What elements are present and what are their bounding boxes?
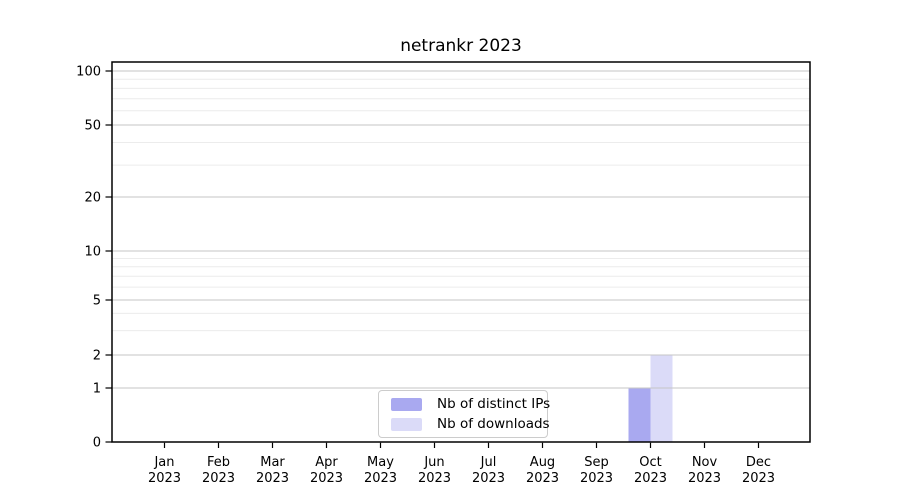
x-tick-label-year: 2023 — [580, 471, 613, 486]
x-tick-label-month: May — [367, 455, 394, 470]
x-tick-label-month: Oct — [639, 455, 661, 470]
bar-downloads-oct — [650, 355, 673, 442]
chart-legend: Nb of distinct IPs Nb of downloads — [378, 390, 550, 438]
legend-label-downloads: Nb of downloads — [437, 416, 550, 432]
y-tick-label: 20 — [84, 191, 101, 206]
y-tick-label: 0 — [93, 436, 101, 451]
y-tick-label: 50 — [84, 119, 101, 134]
x-tick-label-month: Jan — [153, 455, 174, 470]
x-tick-label-year: 2023 — [634, 471, 667, 486]
y-tick-label: 10 — [84, 245, 101, 260]
x-tick-label-year: 2023 — [472, 471, 505, 486]
bar-distinct-ips-oct — [628, 388, 651, 442]
legend-swatch-distinct-ips-icon — [391, 397, 422, 411]
x-tick-label-month: Dec — [746, 455, 771, 470]
legend-item-distinct-ips: Nb of distinct IPs — [391, 396, 550, 412]
x-tick-label-year: 2023 — [256, 471, 289, 486]
x-tick-label-month: Mar — [260, 455, 285, 470]
x-tick-label-year: 2023 — [526, 471, 559, 486]
y-tick-label: 5 — [93, 294, 101, 309]
plot-area — [112, 62, 810, 442]
x-tick-label-month: Jun — [423, 455, 444, 470]
legend-item-downloads: Nb of downloads — [391, 416, 550, 432]
x-tick-label-year: 2023 — [688, 471, 721, 486]
x-tick-label-year: 2023 — [364, 471, 397, 486]
x-tick-label-year: 2023 — [202, 471, 235, 486]
x-tick-label-month: Jul — [480, 455, 497, 470]
x-tick-label-month: Feb — [207, 455, 230, 470]
x-tick-label-year: 2023 — [418, 471, 451, 486]
x-tick-label-month: Apr — [315, 455, 338, 470]
x-tick-label-month: Aug — [530, 455, 555, 470]
x-tick-label-year: 2023 — [742, 471, 775, 486]
y-tick-label: 2 — [93, 349, 101, 364]
chart-title: netrankr 2023 — [400, 36, 522, 56]
legend-label-distinct-ips: Nb of distinct IPs — [437, 396, 551, 412]
x-tick-label-month: Nov — [692, 455, 718, 470]
plot-border — [111, 61, 811, 443]
x-tick-label-year: 2023 — [148, 471, 181, 486]
y-tick-label: 1 — [93, 382, 101, 397]
x-tick-label-month: Sep — [584, 455, 609, 470]
legend-swatch-downloads-icon — [391, 417, 422, 431]
x-tick-label-year: 2023 — [310, 471, 343, 486]
y-tick-label: 100 — [76, 65, 101, 80]
